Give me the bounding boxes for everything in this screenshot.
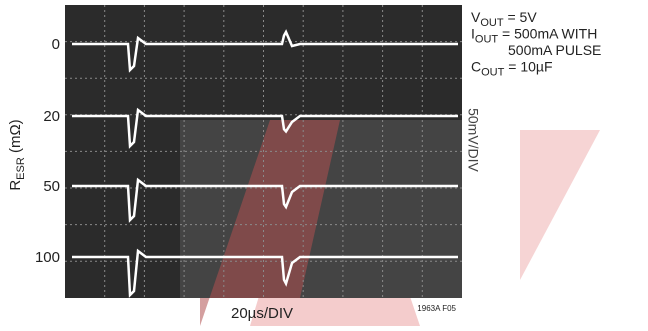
trace-label: 100: [35, 249, 60, 266]
subscript: OUT: [475, 34, 499, 46]
symbol: I: [471, 26, 475, 42]
symbol: V: [471, 9, 481, 25]
trace-labels: 0 20 50 100: [35, 36, 60, 266]
figure-id: 1963A F05: [417, 304, 456, 313]
trace: [72, 107, 458, 149]
condition: 500mA PULSE: [508, 42, 601, 58]
x-axis-label: 20µs/DIV: [231, 305, 293, 322]
subscript: OUT: [480, 17, 504, 29]
trace: [72, 29, 458, 73]
text: = 5V: [504, 9, 538, 25]
side-label: 50mV/DIV: [465, 108, 481, 172]
trace: [72, 177, 458, 223]
trace-label: 50: [43, 178, 60, 195]
trace-label: 0: [52, 36, 60, 53]
text: = 500mA WITH: [498, 26, 597, 42]
subscript: ESR: [15, 157, 27, 180]
watermark: [520, 130, 600, 280]
text: = 10µF: [504, 59, 552, 75]
text: (mΩ): [7, 119, 24, 157]
symbol: R: [7, 180, 24, 191]
subscript: OUT: [481, 67, 505, 79]
symbol: C: [471, 59, 481, 75]
condition: COUT = 10µF: [471, 59, 553, 79]
text: 500mA PULSE: [508, 42, 601, 58]
watermark: [200, 120, 340, 326]
y-axis-label: RESR (mΩ): [7, 119, 27, 190]
condition: IOUT = 500mA WITH: [471, 26, 597, 46]
trace-label: 20: [43, 108, 60, 125]
traces: [72, 29, 458, 298]
condition: VOUT = 5V: [471, 9, 537, 29]
trace: [72, 248, 458, 298]
